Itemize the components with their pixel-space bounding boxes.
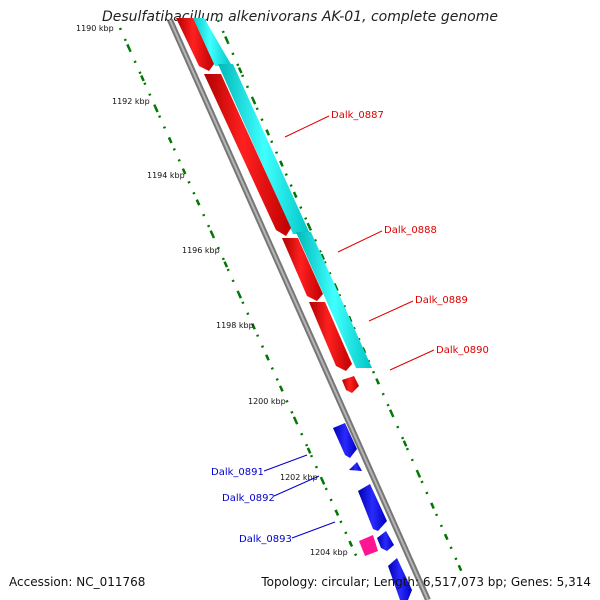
gene-arrow-dalk-0889 [309,302,352,371]
tick-dash [334,509,340,516]
tick-dash [279,160,284,167]
tick-label: 1204 kbp [310,548,348,557]
tick-dash [306,447,312,454]
accession-text: Accession: NC_011768 [9,575,146,589]
gene-arrow-upstream [176,18,214,71]
pink-feature [359,535,378,556]
tick-dash [153,105,159,113]
tick-dash [348,540,354,547]
tick-label: 1194 kbp [147,171,185,180]
tick-dash [251,98,257,105]
tick-marks [126,35,463,572]
leader-dalk-0892 [273,475,320,497]
tick-dash [167,137,173,144]
tick-dash [320,478,326,485]
tick-dash [278,385,284,392]
gene-label-dalk-0889[interactable]: Dalk_0889 [415,295,468,306]
tick-dash [334,284,339,292]
label-leaders [263,115,435,539]
genome-summary-text: Topology: circular; Length: 6,517,073 bp… [261,575,591,589]
tick-labels: 1190 kbp 1192 kbp 1194 kbp 1196 kbp 1198… [76,24,348,557]
tick-dash [306,222,312,230]
tick-label: 1192 kbp [112,97,150,106]
leader-dalk-0888 [337,230,383,253]
cyan-feature [218,64,310,234]
tick-dash [224,35,229,43]
leader-dalk-0887 [284,115,330,138]
tick-dash [375,378,380,385]
gene-arrow-dalk-0890 [342,376,359,393]
gene-label-dalk-0888[interactable]: Dalk_0888 [384,225,437,236]
leader-dalk-0893 [291,521,336,539]
gene-label-dalk-0887[interactable]: Dalk_0887 [331,110,384,121]
tick-label: 1202 kbp [280,473,318,482]
leader-dalk-0889 [368,300,414,322]
tick-label: 1198 kbp [216,321,254,330]
tick-dash [209,230,215,237]
cyan-track [188,18,372,368]
tick-dash [443,533,449,541]
tick-dash [251,323,256,330]
tick-dash [292,416,298,423]
gene-label-dalk-0893[interactable]: Dalk_0893 [239,534,292,545]
leader-dalk-0890 [389,349,435,371]
gene-arrow-dalk-0891 [333,423,357,458]
gene-label-dalk-0892[interactable]: Dalk_0892 [222,493,275,504]
gene-arrow-dalk-0888 [282,238,323,301]
tick-dash [347,315,353,323]
gene-arrow-dalk-0892-small [349,462,362,471]
forward-genes [176,18,359,393]
tick-dash [402,440,408,447]
tick-label: 1196 kbp [182,246,220,255]
gene-arrow-dalk-0887 [204,74,291,236]
tick-label: 1190 kbp [76,24,114,33]
tick-label: 1200 kbp [248,397,286,406]
gene-arrow-dalk-0892 [358,484,387,531]
cyan-feature [296,232,372,368]
tick-dash [223,261,229,268]
scale-dotted-line-inner [118,27,360,561]
gene-label-dalk-0890[interactable]: Dalk_0890 [436,345,489,356]
gene-arrow-downstream [388,558,412,600]
tick-dash [195,199,201,206]
tick-dash [320,253,325,261]
tick-dash [140,74,145,82]
cyan-feature [188,18,232,66]
leader-dalk-0891 [263,454,308,472]
gene-arrow-dalk-0893 [377,531,394,551]
gene-label-dalk-0891[interactable]: Dalk_0891 [211,467,264,478]
tick-dash [237,292,243,299]
tick-dash [265,354,270,361]
genome-backbone-highlight [169,19,429,600]
tick-dash [126,43,131,51]
reverse-genes [333,423,412,600]
tick-dash [416,471,422,478]
tick-dash [237,67,243,74]
tick-dash [388,409,394,416]
tick-dash [265,129,271,136]
tick-dash [181,168,187,175]
gene-labels: Dalk_0887 Dalk_0888 Dalk_0889 Dalk_0890 … [211,110,489,545]
tick-dash [457,564,463,572]
tick-dash [292,191,298,198]
tick-dash [430,502,435,509]
